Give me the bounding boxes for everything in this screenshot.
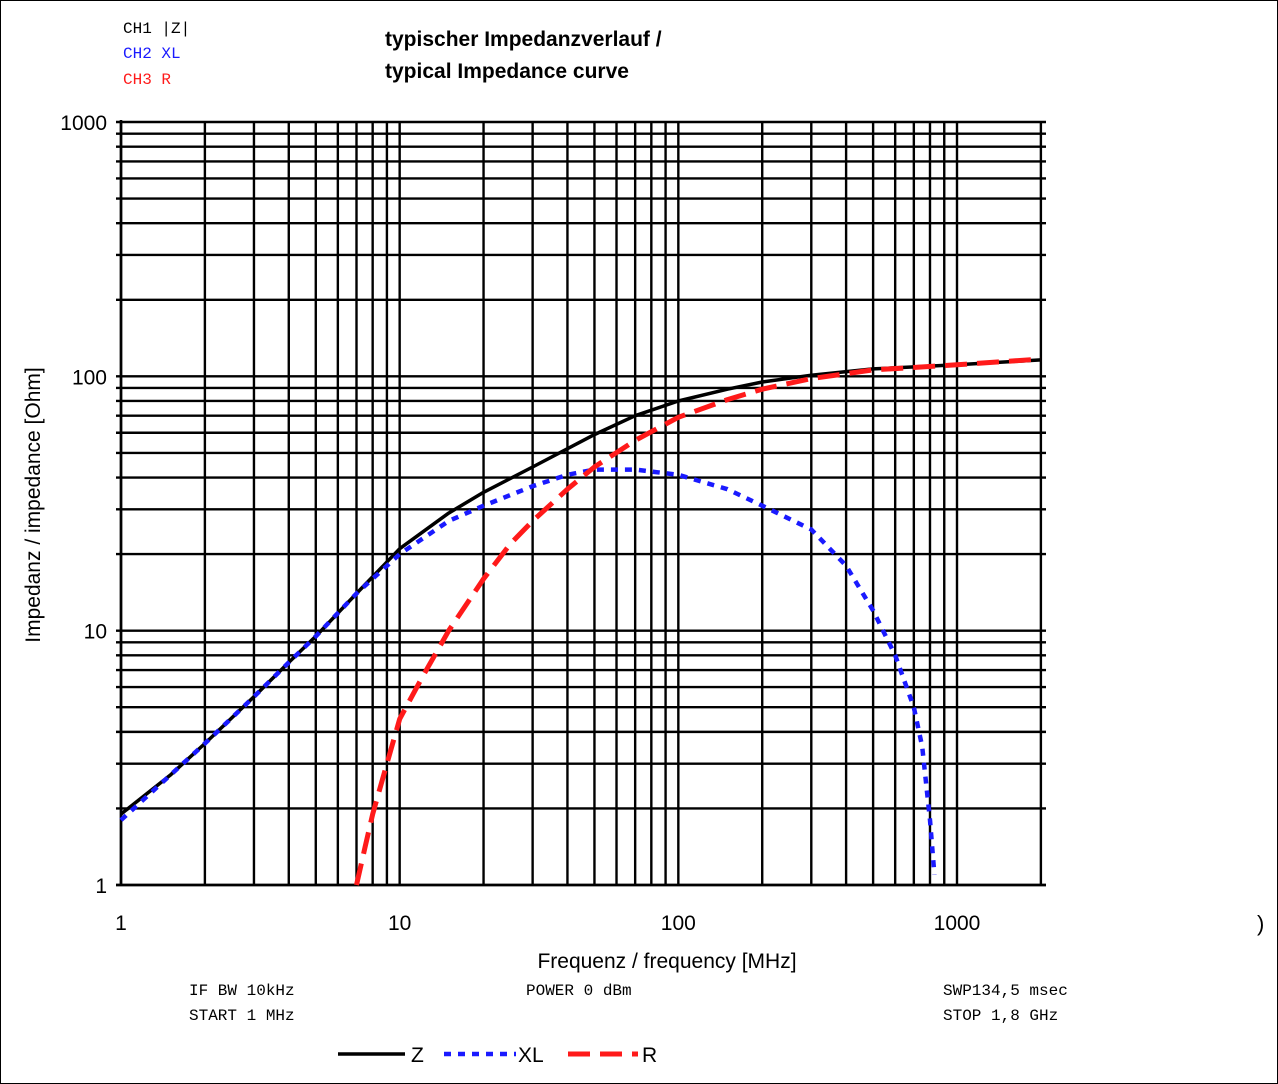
legend: Z XL R (338, 1044, 657, 1067)
x-tick-label: 1000 (934, 912, 981, 935)
sweep-time-label: SWP134,5 msec (943, 982, 1068, 1000)
grid-lines (116, 120, 1046, 887)
if-bandwidth-label: IF BW 10kHz (189, 982, 295, 1000)
legend-label-xl: XL (518, 1044, 544, 1067)
series-line-z (119, 358, 1042, 816)
y-tick-label: 1000 (60, 112, 107, 135)
x-tick-label: 100 (661, 912, 696, 935)
channel-3-label: CH3 R (123, 71, 172, 89)
x-tick-label: 10 (388, 912, 411, 935)
y-axis-label: Impedanz / impedance [Ohm] (22, 367, 45, 642)
y-tick-label: 100 (72, 366, 107, 389)
tick-labels: 1 10 100 1000 1 10 100 1000 (60, 112, 980, 935)
legend-label-r: R (642, 1044, 657, 1067)
stop-frequency-label: STOP 1,8 GHz (943, 1007, 1059, 1025)
chart-title-line-2: typical Impedance curve (385, 60, 629, 83)
stray-mark: ) (1257, 911, 1265, 936)
chart-title-line-1: typischer Impedanzverlauf / (385, 28, 662, 51)
series-line-xl (119, 467, 937, 875)
series-lines (119, 356, 1042, 886)
y-tick-label: 10 (84, 621, 107, 644)
x-axis-label: Frequenz / frequency [MHz] (537, 950, 796, 973)
channel-1-label: CH1 |Z| (123, 20, 191, 38)
power-label: POWER 0 dBm (526, 982, 632, 1000)
y-tick-label: 1 (95, 875, 107, 898)
channel-2-label: CH2 XL (123, 45, 181, 63)
x-tick-label: 1 (115, 912, 127, 935)
series-line-r (354, 356, 1042, 886)
legend-label-z: Z (411, 1044, 424, 1067)
start-frequency-label: START 1 MHz (189, 1007, 295, 1025)
axes (116, 120, 1046, 887)
